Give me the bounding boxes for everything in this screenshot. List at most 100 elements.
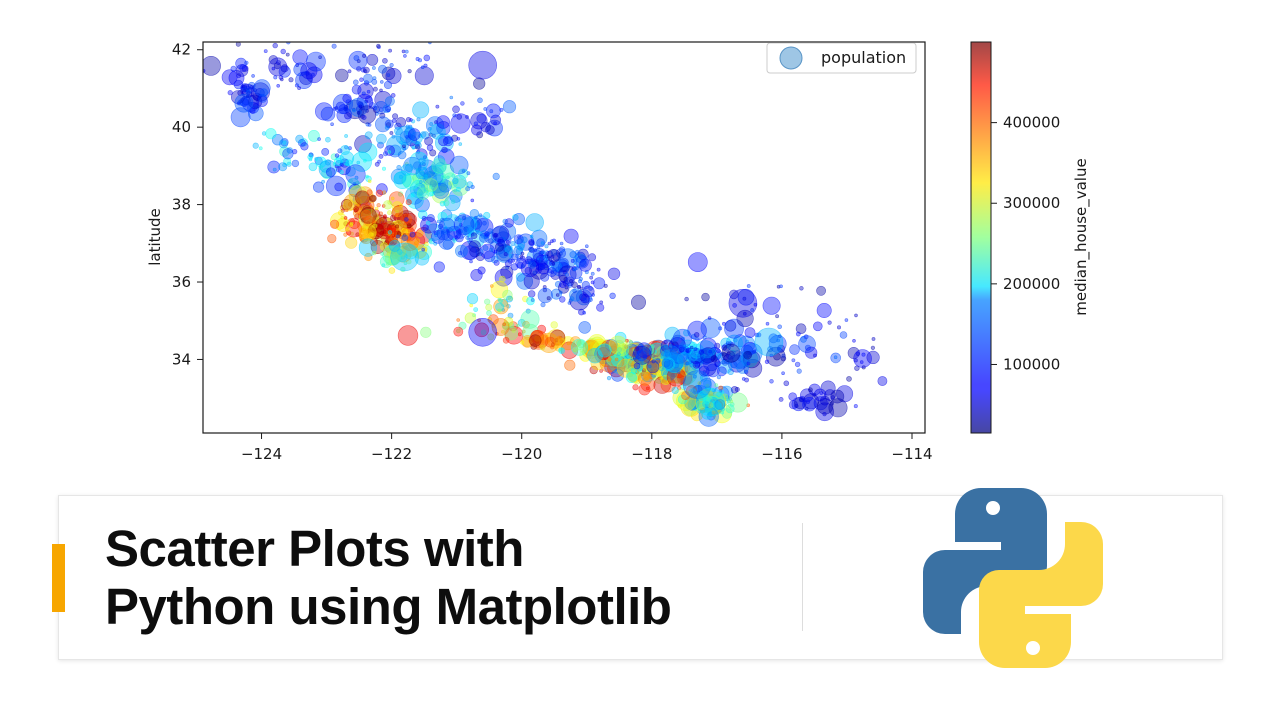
scatter-point (777, 324, 783, 330)
scatter-point (470, 269, 483, 282)
scatter-point (395, 224, 400, 229)
scatter-point (415, 168, 425, 177)
scatter-point (382, 245, 403, 266)
scatter-point (410, 193, 415, 198)
scatter-point (676, 370, 681, 374)
title-line-1: Scatter Plots with (105, 520, 524, 577)
scatter-point (379, 80, 384, 84)
scatter-point (515, 247, 523, 255)
scatter-point (416, 244, 432, 260)
scatter-point (716, 348, 721, 354)
scatter-point (672, 328, 693, 349)
scatter-point (579, 259, 587, 267)
scatter-point (388, 239, 401, 252)
scatter-point (783, 380, 790, 387)
scatter-point (504, 218, 514, 228)
scatter-point (529, 247, 535, 253)
scatter-point (406, 223, 412, 229)
scatter-point (503, 316, 514, 327)
scatter-point (725, 404, 735, 414)
scatter-point (379, 255, 393, 268)
scatter-point (403, 54, 407, 58)
scatter-point (388, 27, 395, 34)
scatter-point (308, 162, 318, 172)
scatter-point (484, 298, 491, 305)
scatter-point (403, 127, 417, 141)
scatter-point (374, 206, 379, 211)
scatter-point (272, 42, 278, 49)
scatter-point (564, 276, 575, 287)
scatter-point (404, 49, 409, 54)
scatter-point (637, 371, 653, 386)
scatter-point (537, 287, 553, 304)
scatter-point (394, 126, 403, 136)
scatter-point (510, 263, 519, 271)
scatter-point (608, 335, 628, 355)
scatter-point (474, 322, 490, 338)
scatter-point (582, 285, 595, 298)
scatter-point (558, 290, 563, 295)
scatter-point (492, 172, 500, 180)
scatter-point (293, 62, 308, 77)
scatter-point (569, 288, 583, 302)
scatter-point (538, 332, 560, 354)
scatter-point (345, 164, 366, 185)
scatter-point (282, 148, 294, 160)
scatter-point (791, 358, 796, 363)
scatter-point (386, 73, 391, 78)
scatter-point (607, 357, 612, 362)
scatter-point (339, 145, 350, 156)
page-title: Scatter Plots with Python using Matplotl… (105, 520, 765, 636)
scatter-point (371, 79, 378, 85)
scatter-point (285, 52, 290, 57)
scatter-point (325, 175, 347, 197)
scatter-point (552, 238, 556, 243)
scatter-point (485, 125, 495, 135)
scatter-point (557, 282, 570, 294)
scatter-point (374, 116, 391, 133)
scatter-point (362, 66, 370, 74)
scatter-point (581, 280, 590, 290)
scatter-point (521, 264, 525, 268)
scatter-point (335, 101, 346, 112)
scatter-point (273, 62, 281, 70)
scatter-chart: −124 −122 −120 −118 −116 −114 34 36 38 40 42 lati… (146, 27, 1091, 463)
scatter-point (250, 82, 270, 102)
scatter-point (802, 397, 817, 412)
scatter-point (401, 234, 409, 242)
scatter-point (424, 136, 433, 146)
scatter-point (265, 128, 277, 140)
scatter-point (280, 48, 286, 55)
scatter-point (431, 158, 447, 174)
scatter-point (450, 113, 471, 134)
scatter-point (540, 241, 545, 245)
scatter-point (390, 242, 419, 272)
scatter-point (537, 262, 550, 275)
scatter-point (483, 107, 488, 111)
scatter-point (339, 170, 344, 175)
colorbar-tick-label: 400000 (1003, 114, 1060, 132)
scatter-point (606, 376, 612, 381)
scatter-point (252, 142, 259, 149)
scatter-point (804, 344, 811, 351)
scatter-point (494, 242, 504, 252)
scatter-point (558, 280, 567, 288)
scatter-point (379, 107, 384, 113)
scatter-point (242, 86, 248, 93)
y-tick-label: 36 (172, 273, 191, 291)
scatter-point (376, 43, 381, 49)
scatter-point (392, 113, 399, 120)
scatter-point (263, 49, 268, 54)
scatter-point (732, 337, 738, 343)
scatter-point (321, 179, 326, 184)
scatter-point (297, 86, 302, 91)
scatter-point (339, 162, 344, 167)
scatter-point (404, 217, 409, 222)
scatter-point (375, 189, 384, 197)
scatter-point (468, 240, 481, 253)
scatter-point (571, 281, 578, 289)
scatter-point (398, 174, 403, 179)
scatter-point (529, 334, 542, 347)
scatter-point (464, 312, 476, 324)
scatter-point (227, 90, 233, 96)
